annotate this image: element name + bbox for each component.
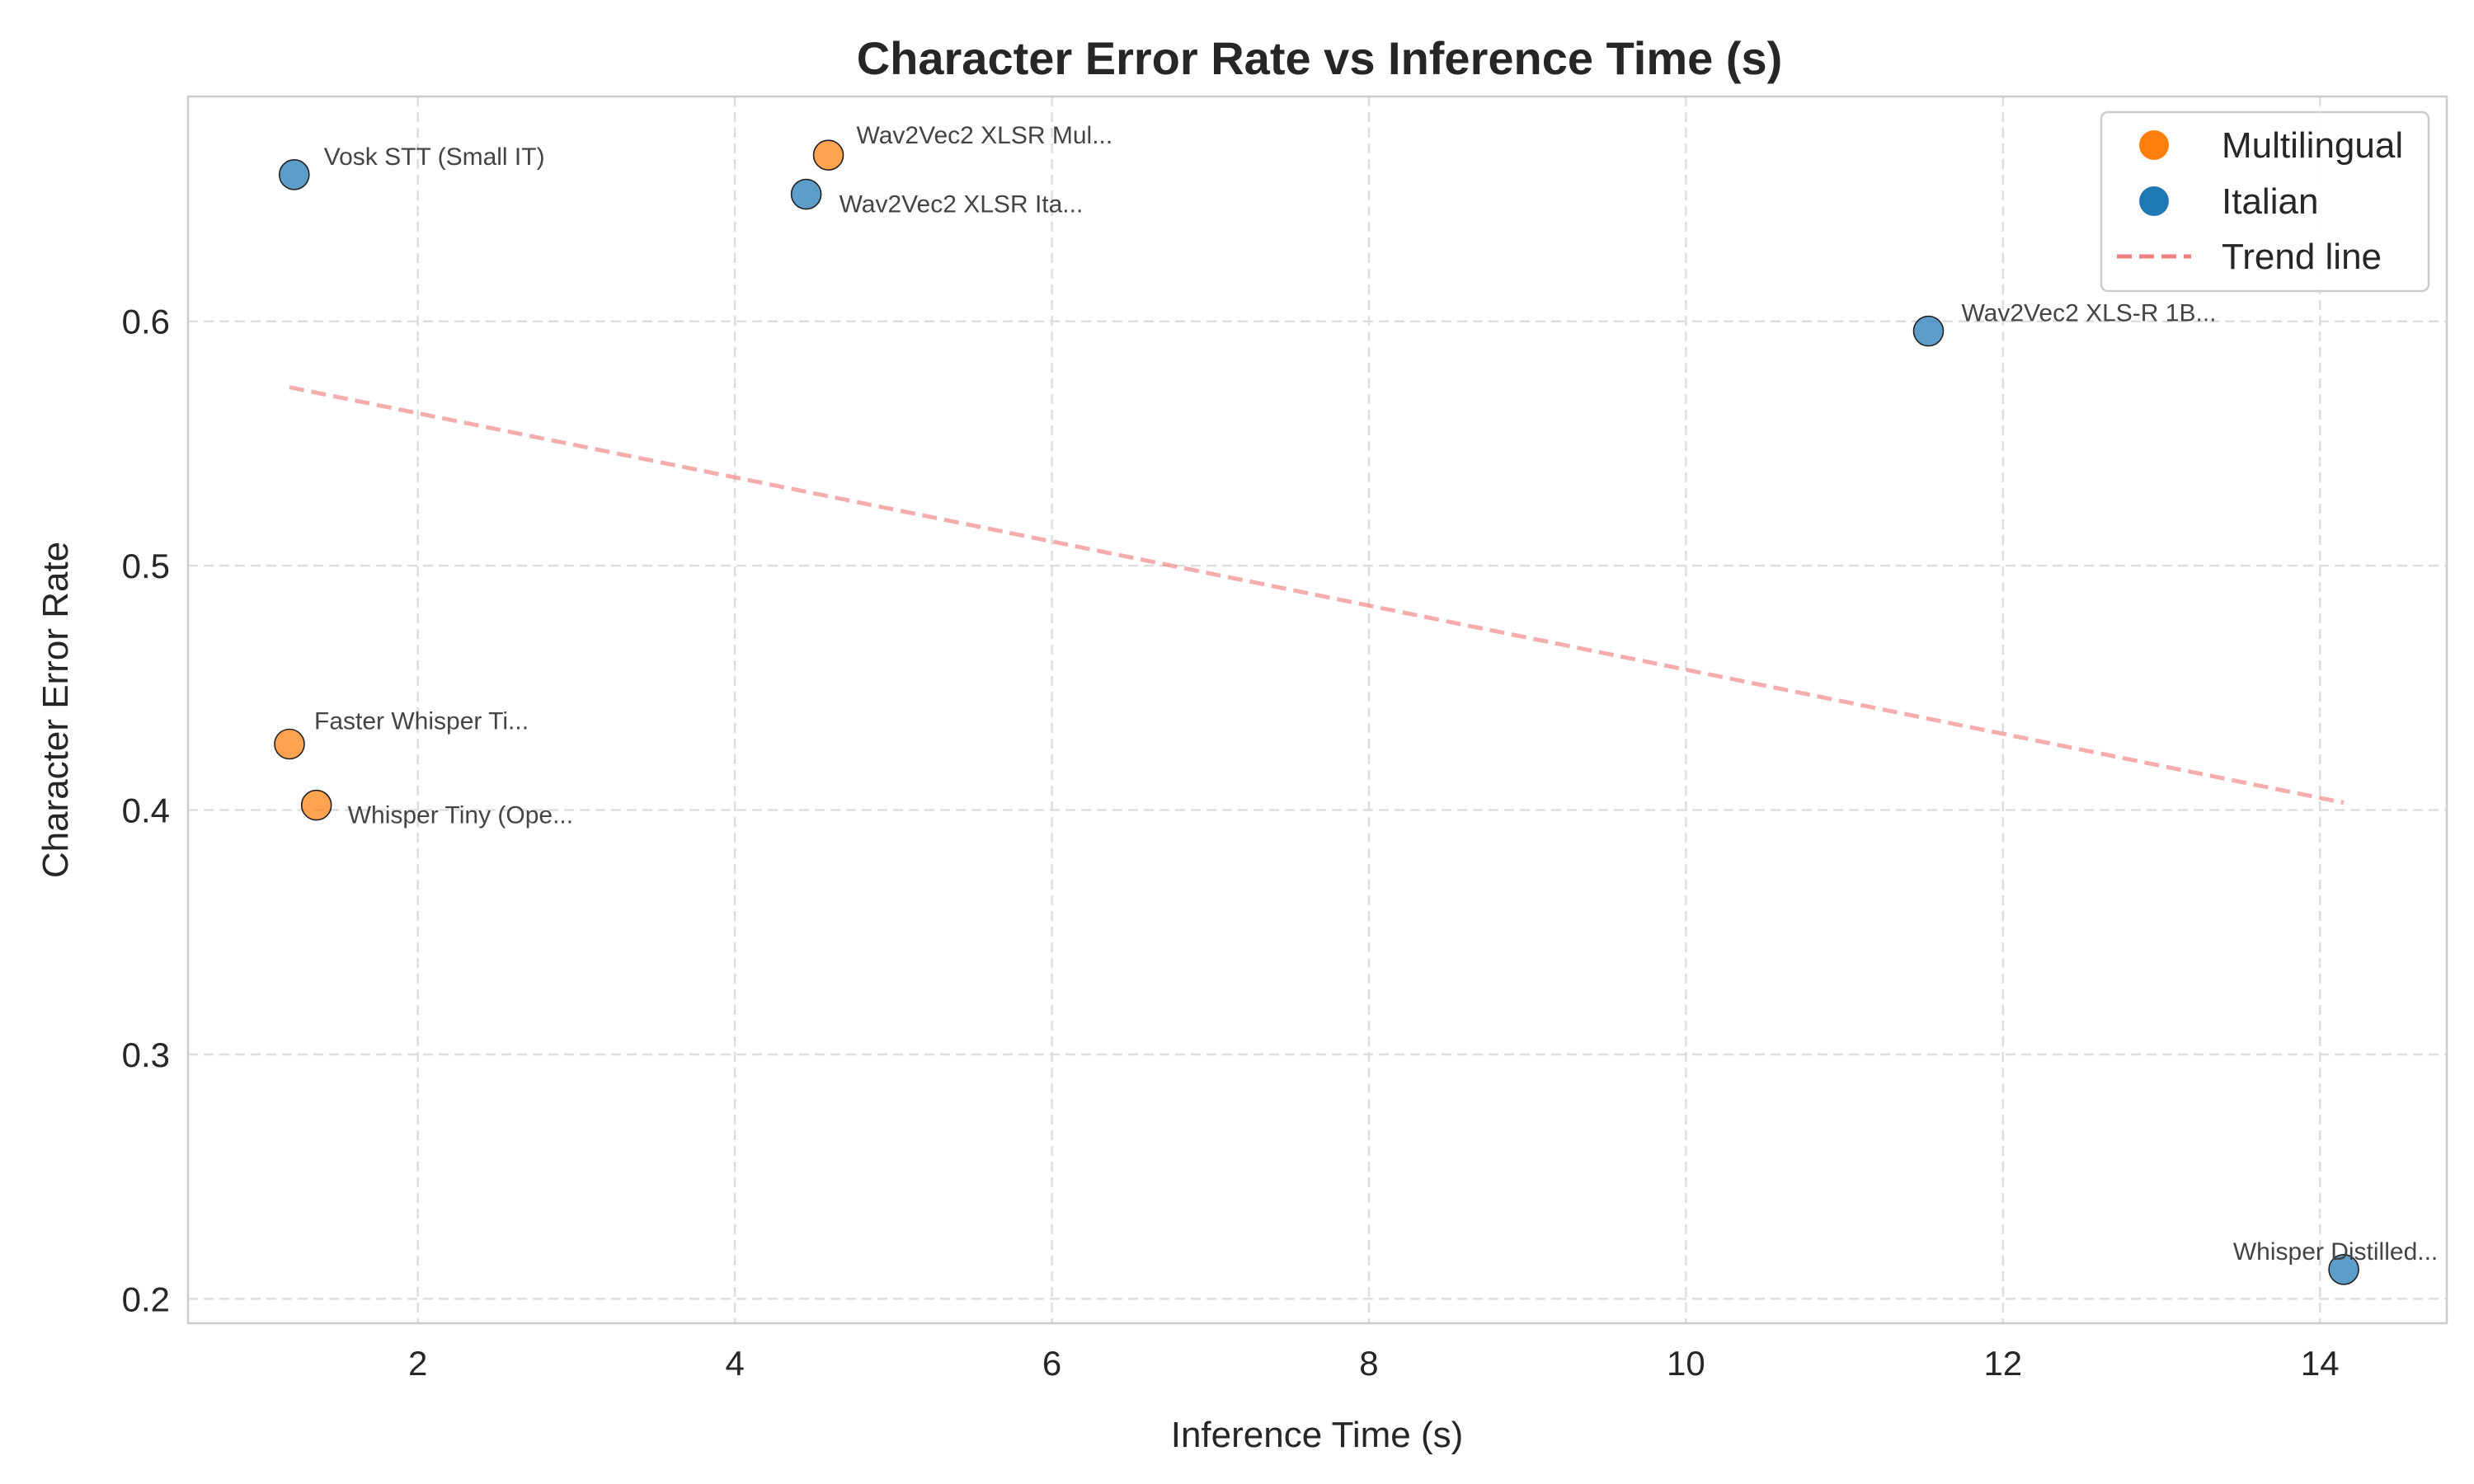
data-label-wav2vec2-xlsr-mul: Wav2Vec2 XLSR Mul... <box>857 122 1113 149</box>
tick-labels: 2 4 6 8 10 12 14 0.2 0.3 0.4 0.5 0.6 <box>122 303 2340 1383</box>
data-point-whisper-tiny-ope <box>300 789 332 821</box>
data-labels: Vosk STT (Small IT) Wav2Vec2 XLSR Mul... W… <box>314 122 2438 1266</box>
data-label-whisper-distilled: Whisper Distilled... <box>2233 1238 2438 1266</box>
trend-line <box>289 385 2345 805</box>
legend-label-italian: Italian <box>2222 181 2318 222</box>
x-tick-label: 12 <box>1983 1344 2022 1383</box>
legend: Multilingual Italian Trend line <box>2100 110 2430 293</box>
data-label-whisper-tiny-ope: Whisper Tiny (Ope... <box>348 802 573 829</box>
data-points <box>274 139 2359 1285</box>
trend-layer <box>289 385 2345 805</box>
x-tick-label: 2 <box>408 1344 427 1383</box>
data-point-wav2vec2-xls-r-1b <box>1912 315 1945 347</box>
data-point-wav2vec2-xlsr-ita <box>790 178 822 210</box>
x-tick-label: 6 <box>1042 1344 1061 1383</box>
data-label-wav2vec2-xls-r-1b: Wav2Vec2 XLS-R 1B... <box>1961 300 2216 327</box>
grid-lines <box>188 96 2447 1323</box>
y-axis-label: Character Error Rate <box>35 542 76 878</box>
data-label-faster-whisper-ti: Faster Whisper Ti... <box>314 707 529 735</box>
legend-label-multilingual: Multilingual <box>2222 125 2403 166</box>
x-tick-label: 8 <box>1359 1344 1378 1383</box>
plot-frame <box>186 95 2448 1325</box>
chart-title: Character Error Rate vs Inference Time (… <box>857 32 1783 84</box>
x-axis-label: Inference Time (s) <box>1171 1415 1464 1455</box>
y-tick-label: 0.6 <box>122 303 170 341</box>
legend-label-trend-line: Trend line <box>2222 237 2382 277</box>
data-point-wav2vec2-xlsr-mul <box>812 139 844 171</box>
x-tick-label: 14 <box>2301 1344 2340 1383</box>
y-tick-label: 0.5 <box>122 547 170 585</box>
data-point-vosk-stt-small-it <box>278 159 310 190</box>
legend-marker-multilingual <box>2139 130 2169 160</box>
y-tick-label: 0.2 <box>122 1280 170 1318</box>
legend-box <box>2100 110 2430 293</box>
data-point-faster-whisper-ti <box>274 728 305 760</box>
legend-marker-italian <box>2139 186 2169 216</box>
data-label-vosk-stt-small-it: Vosk STT (Small IT) <box>324 143 545 171</box>
y-tick-label: 0.4 <box>122 791 170 830</box>
x-tick-label: 4 <box>725 1344 744 1383</box>
data-point-whisper-distilled <box>2328 1253 2359 1285</box>
x-tick-label: 10 <box>1667 1344 1705 1383</box>
y-tick-label: 0.3 <box>122 1036 170 1074</box>
data-label-wav2vec2-xlsr-ita: Wav2Vec2 XLSR Ita... <box>840 191 1084 218</box>
